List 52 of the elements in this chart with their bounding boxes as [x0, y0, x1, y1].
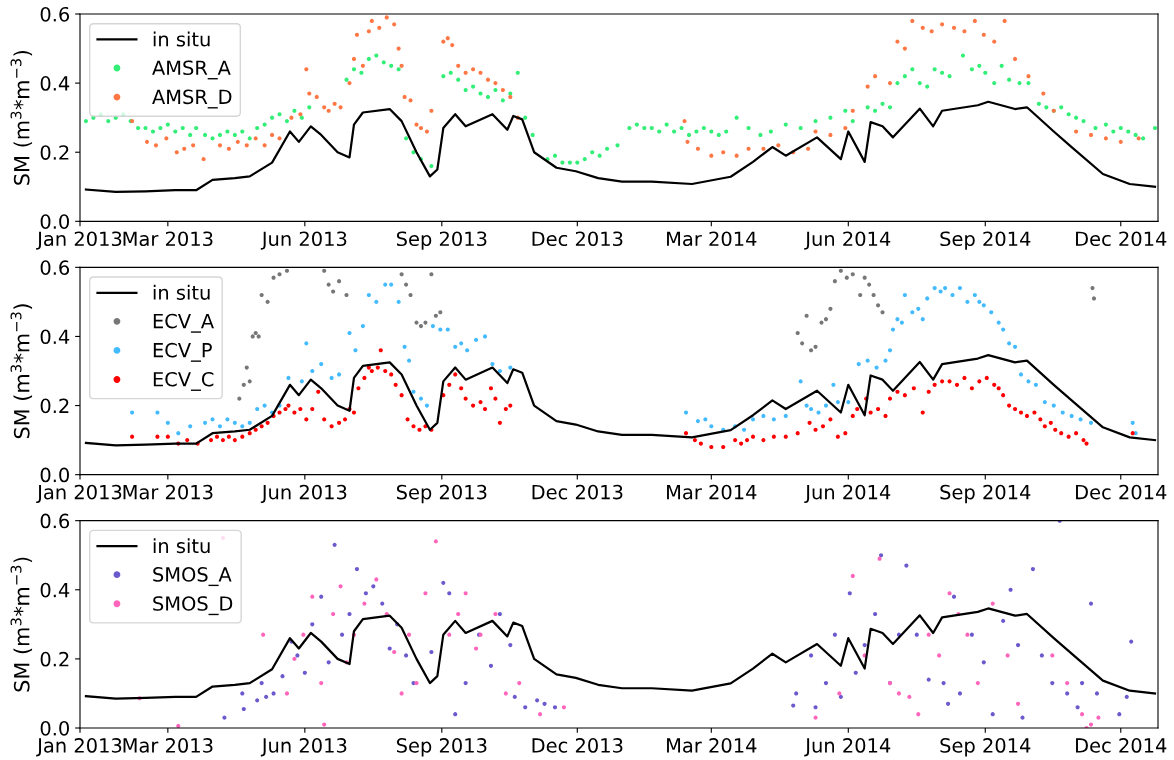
y-tick-label: 0.6 — [40, 260, 70, 275]
legend-label: in situ — [153, 538, 210, 554]
x-tick-label: Sep 2014 — [940, 231, 1031, 250]
x-tick-label: Mar 2014 — [667, 738, 757, 753]
legend-label: AMSR_A — [152, 60, 231, 80]
x-tick-label: Sep 2013 — [396, 484, 487, 504]
x-tick-label: Dec 2013 — [532, 484, 623, 500]
y-tick-label: 0.4 — [40, 582, 70, 598]
y-tick-label: 0.0 — [40, 214, 69, 229]
y-tick-label: 0.2 — [40, 145, 69, 160]
x-tick-label: Sep 2013 — [396, 231, 487, 250]
x-tick-label: Dec 2013 — [532, 231, 623, 247]
y-axis-title: SM (m$^{3}$*m$^{−3}$) — [10, 557, 33, 692]
x-tick-label: Sep 2014 — [940, 738, 1031, 757]
legend-label: SMOS_D — [153, 596, 233, 616]
x-tick-label: Dec 2013 — [532, 738, 623, 753]
x-tick-label: Jun 2013 — [260, 484, 347, 504]
legend-label: in situ — [153, 31, 210, 47]
y-tick-label: 0.2 — [40, 651, 69, 667]
x-tick-label: Mar 2013 — [123, 484, 213, 500]
x-tick-label: Jun 2014 — [804, 231, 891, 250]
x-tick-label: Sep 2014 — [940, 484, 1031, 504]
y-tick-label: 0.6 — [40, 6, 70, 22]
x-tick-label: Jun 2014 — [804, 484, 891, 504]
legend-label: AMSR_D — [152, 89, 232, 109]
x-tick-label: Dec 2014 — [1076, 738, 1167, 753]
x-tick-label: Jan 2013 — [36, 738, 122, 757]
x-tick-label: Sep 2013 — [396, 738, 487, 757]
y-axis-title: SM (m$^{3}$*m$^{−3}$) — [10, 50, 33, 185]
y-tick-label: 0.6 — [40, 513, 70, 529]
x-tick-label: Mar 2014 — [667, 484, 757, 500]
x-tick-label: Jan 2013 — [36, 484, 122, 504]
x-tick-label: Mar 2013 — [123, 738, 213, 753]
x-tick-label: Jun 2013 — [260, 231, 347, 250]
x-tick-label: Mar 2013 — [123, 231, 213, 247]
legend-label: in situ — [153, 284, 210, 300]
y-axis-title: SM (m$^{3}$*m$^{−3}$) — [10, 304, 33, 439]
x-tick-label: Jun 2014 — [804, 738, 891, 757]
x-tick-label: Jun 2013 — [260, 738, 347, 757]
legend-label: ECV_A — [153, 313, 214, 333]
x-tick-label: Dec 2014 — [1076, 231, 1167, 247]
legend-label: ECV_C — [153, 371, 214, 391]
x-tick-label: Mar 2014 — [667, 231, 757, 247]
y-tick-label: 0.0 — [40, 467, 69, 483]
y-tick-label: 0.0 — [40, 720, 69, 736]
legend-label: ECV_P — [153, 342, 212, 362]
y-tick-label: 0.2 — [40, 398, 69, 414]
x-tick-label: Jan 2013 — [36, 231, 122, 250]
y-tick-label: 0.4 — [40, 329, 70, 345]
legend-label: SMOS_A — [153, 567, 232, 587]
x-tick-label: Dec 2014 — [1076, 484, 1167, 500]
y-tick-label: 0.4 — [40, 76, 70, 91]
